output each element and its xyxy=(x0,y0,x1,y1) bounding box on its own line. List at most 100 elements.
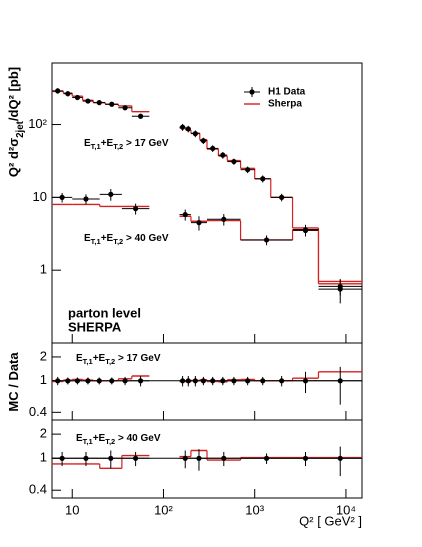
y-tick-label: 2 xyxy=(40,348,47,363)
data-point xyxy=(59,194,65,200)
annotation: SHERPA xyxy=(68,319,122,334)
group-label-part: T,1 xyxy=(91,142,101,151)
group-label-part: +E xyxy=(93,353,106,364)
data-point xyxy=(74,378,81,384)
data-point xyxy=(302,227,309,233)
group-label-part: T,2 xyxy=(105,437,115,446)
y-tick-label: 1 xyxy=(40,262,47,277)
data-point xyxy=(122,105,128,111)
group-label-part: E xyxy=(76,353,83,364)
y-axis-label: MC / Data xyxy=(6,352,21,412)
data-point xyxy=(55,88,61,94)
group-label-part: > 40 GeV xyxy=(115,433,161,444)
group-label-part: T,1 xyxy=(83,357,93,366)
annotation: parton level xyxy=(68,305,141,320)
data-point xyxy=(196,455,202,461)
group-label: ET,1+ET,2 > 40 GeV xyxy=(84,233,169,247)
data-point xyxy=(137,113,144,119)
data-point xyxy=(221,455,227,461)
y-axis-label: Q² d²σ2jet/dQ² [pb] xyxy=(6,67,26,177)
group-label-part: +E xyxy=(101,138,114,149)
data-point xyxy=(182,211,188,218)
group-label-part: > 40 GeV xyxy=(123,233,169,244)
data-point xyxy=(185,378,191,384)
data-point xyxy=(59,455,65,461)
data-point xyxy=(221,216,227,222)
data-point xyxy=(192,378,198,384)
legend-marker xyxy=(249,89,255,95)
data-point xyxy=(109,378,115,384)
x-tick-label: 10³ xyxy=(245,502,264,517)
data-point xyxy=(137,378,144,384)
data-point xyxy=(74,94,81,101)
data-point xyxy=(179,378,186,384)
data-point xyxy=(279,194,285,200)
data-point xyxy=(337,286,343,292)
y-tick-label: 2 xyxy=(40,426,47,441)
data-point xyxy=(133,206,139,212)
data-point xyxy=(108,191,114,197)
data-point xyxy=(245,378,251,384)
group-label: ET,1+ET,2 > 17 GeV xyxy=(76,353,161,367)
group-label-part: E xyxy=(84,138,91,149)
y-tick-label: 10² xyxy=(28,116,47,131)
data-point xyxy=(185,126,191,132)
y-axis-label-part: /dQ² [pb] xyxy=(6,67,21,121)
group-label-part: T,2 xyxy=(113,142,123,151)
data-point xyxy=(263,455,270,461)
legend-label: Sherpa xyxy=(268,99,302,110)
x-tick-label: 10² xyxy=(154,502,173,517)
data-point xyxy=(220,152,226,158)
data-point xyxy=(200,378,206,384)
data-point xyxy=(196,220,202,226)
data-point xyxy=(210,145,216,152)
y-tick-label: 1 xyxy=(40,372,47,387)
data-point xyxy=(200,138,206,144)
data-point xyxy=(220,378,226,384)
group-label-part: > 17 GeV xyxy=(115,353,161,364)
data-point xyxy=(109,101,115,107)
data-point xyxy=(85,98,91,104)
data-point xyxy=(65,378,71,384)
data-point xyxy=(210,378,216,384)
y-tick-label: 10 xyxy=(33,189,47,204)
legend-label: H1 Data xyxy=(268,87,306,98)
data-point xyxy=(302,455,309,461)
y-tick-label: 0.4 xyxy=(29,482,47,497)
data-point xyxy=(96,378,102,384)
data-point xyxy=(279,378,285,384)
data-point xyxy=(179,124,186,130)
data-point xyxy=(96,100,102,106)
group-label: ET,1+ET,2 > 17 GeV xyxy=(84,138,169,152)
data-point xyxy=(182,455,188,461)
group-label-part: E xyxy=(76,433,83,444)
y-axis-label-part: MC / Data xyxy=(6,352,21,412)
data-point xyxy=(260,378,266,384)
data-point xyxy=(231,378,237,384)
data-point xyxy=(302,378,309,384)
data-point xyxy=(108,455,114,461)
group-label-part: T,1 xyxy=(83,437,93,446)
y-axis-label-part: Q² d²σ xyxy=(6,138,21,177)
data-point xyxy=(133,455,139,461)
group-label-part: T,2 xyxy=(113,237,123,246)
data-point xyxy=(65,91,71,97)
y-tick-label: 0.4 xyxy=(29,404,47,419)
y-axis-label-part: 2jet xyxy=(15,120,26,138)
group-label-part: > 17 GeV xyxy=(123,138,169,149)
group-label-part: T,1 xyxy=(91,237,101,246)
data-point xyxy=(83,455,89,461)
group-label-part: +E xyxy=(101,233,114,244)
y-tick-label: 1 xyxy=(40,450,47,465)
data-point xyxy=(263,237,270,243)
data-point xyxy=(83,196,89,202)
x-tick-label: 10 xyxy=(65,502,79,517)
data-point xyxy=(337,455,343,461)
data-point xyxy=(260,176,266,182)
x-axis-label: Q² [ GeV² ] xyxy=(299,513,362,528)
data-point xyxy=(192,131,198,137)
group-label-part: +E xyxy=(93,433,106,444)
x-tick-label: 10⁴ xyxy=(336,502,356,517)
plot-frame xyxy=(51,419,363,499)
